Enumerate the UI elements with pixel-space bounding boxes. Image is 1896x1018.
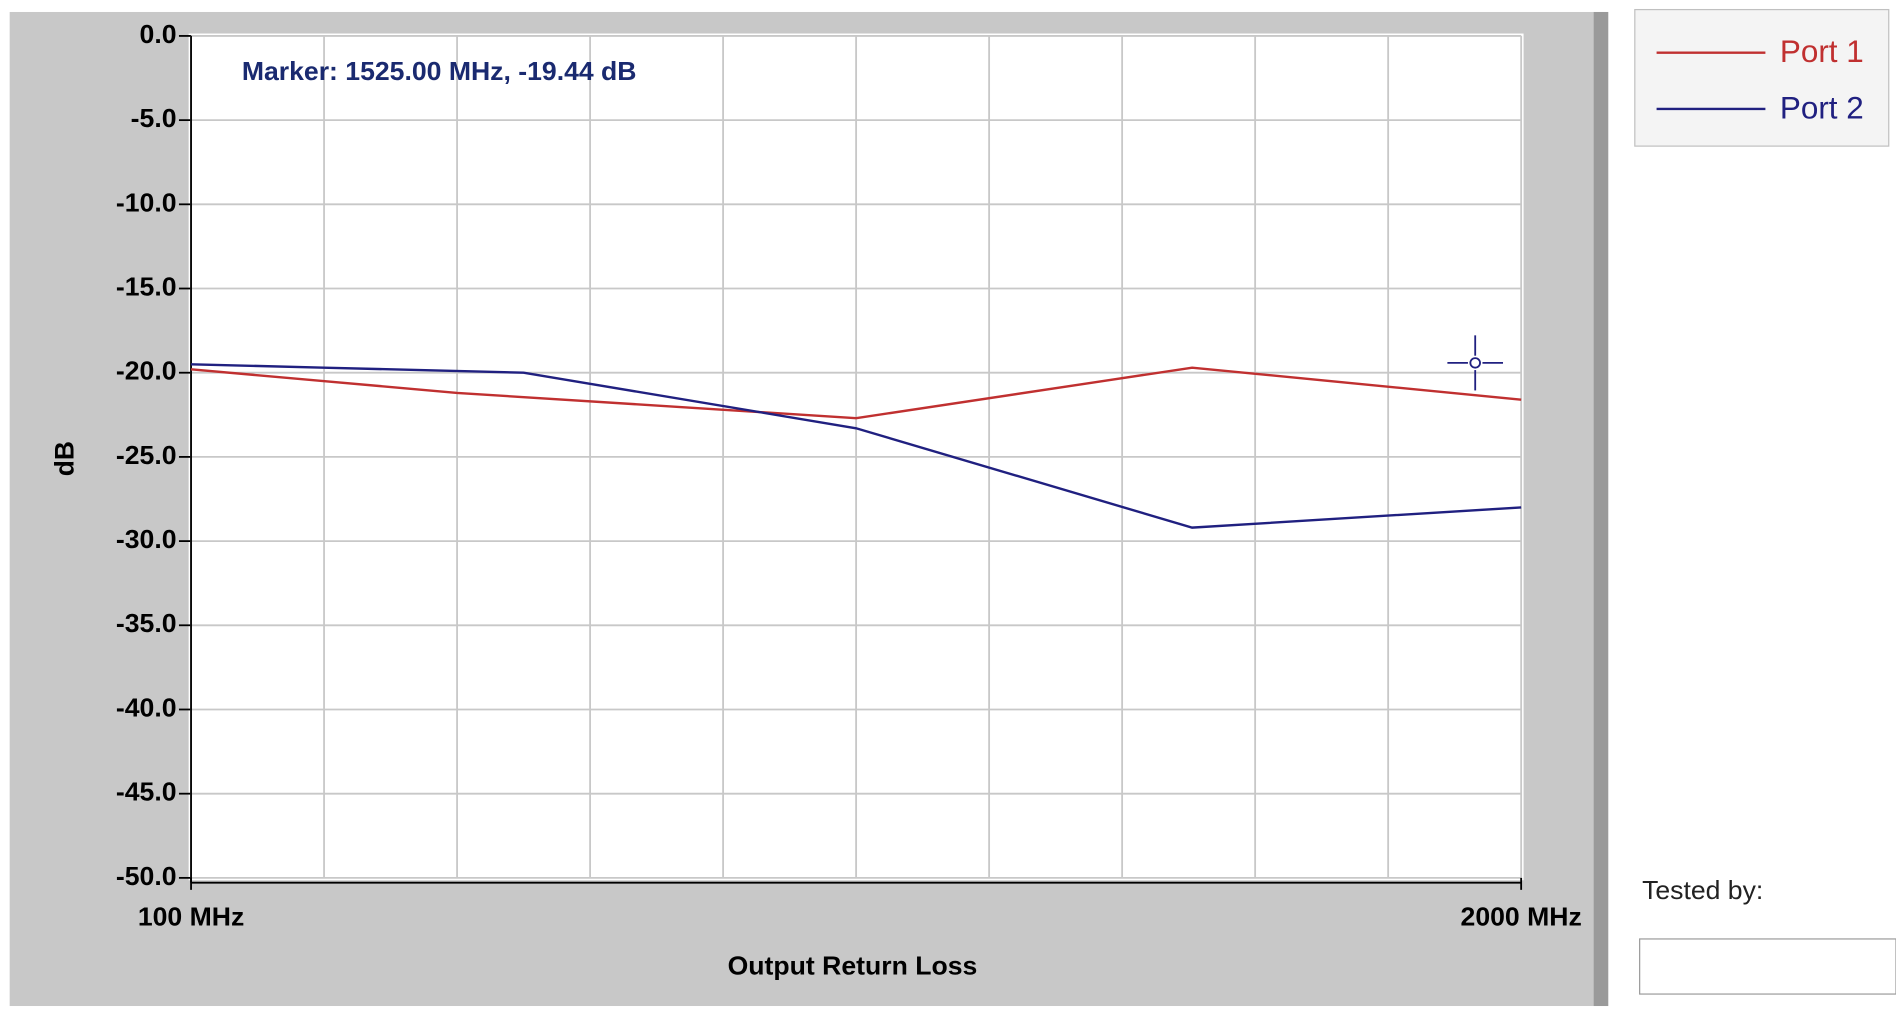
y-tick-label: -5.0 xyxy=(131,103,177,133)
y-tick-label: 0.0 xyxy=(140,19,177,49)
marker-readout: Marker: 1525.00 MHz, -19.44 dB xyxy=(242,56,637,86)
grid: 0.0 -5.0 -10.0 -15.0 -20.0 -25.0 -30.0 -35.0 -40… xyxy=(116,19,1582,932)
y-tick-label: -50.0 xyxy=(116,861,177,891)
y-tick-label: -20.0 xyxy=(116,356,177,386)
lines xyxy=(190,363,1522,529)
y-tick-label: -40.0 xyxy=(116,693,177,723)
legend xyxy=(1634,8,1890,147)
series-line xyxy=(191,363,1522,529)
y-tick-label: -30.0 xyxy=(116,524,177,554)
y-axis-label: dB xyxy=(49,441,79,476)
tested-by-input[interactable] xyxy=(1639,938,1896,995)
x-axis-label: Output Return Loss xyxy=(728,951,978,981)
tested-by-label: Tested by: xyxy=(1642,875,1763,905)
legend-label: Port 2 xyxy=(1780,91,1864,126)
series-line xyxy=(190,366,1522,420)
y-tick-label: -45.0 xyxy=(116,777,177,807)
marker-cursor xyxy=(1447,335,1504,391)
panel-edge xyxy=(1593,11,1609,1007)
y-tick-label: -15.0 xyxy=(116,272,177,302)
y-tick-label: -35.0 xyxy=(116,608,177,638)
legend-entries: Port 1 Port 2 xyxy=(1656,34,1864,126)
legend-label: Port 1 xyxy=(1780,34,1864,69)
y-tick-label: -25.0 xyxy=(116,440,177,470)
y-tick-label: -10.0 xyxy=(116,187,177,217)
x-tick-label: 2000 MHz xyxy=(1461,902,1582,932)
x-tick-label: 100 MHz xyxy=(138,902,244,932)
